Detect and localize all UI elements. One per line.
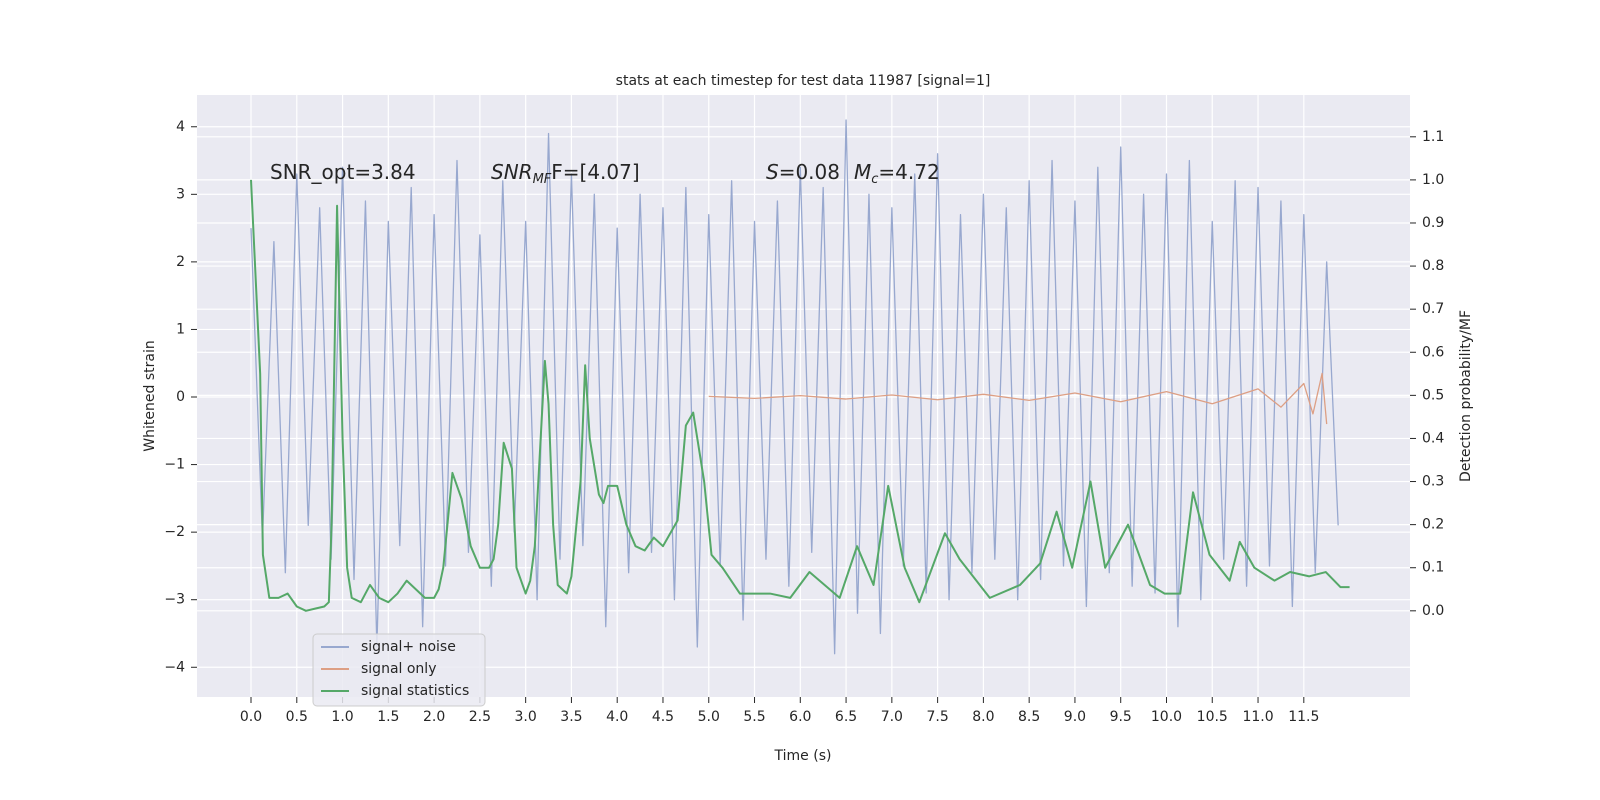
x-tick-label: 6.0 [789, 709, 811, 725]
annotation-part: =4.72 [878, 160, 939, 184]
x-tick-label: 4.5 [652, 709, 674, 725]
overlay: 0.0 0.5 1.0 1.5 2.0 2.5 3.0 3.5 4.0 4.5 5.0 5.5 6.0 6… [164, 119, 1444, 725]
legend-label: signal statistics [361, 683, 469, 699]
x-tick-label: 1.5 [377, 709, 399, 725]
y2-tick-label: 1.0 [1422, 172, 1444, 188]
y-tick-label: 4 [176, 119, 185, 135]
x-tick-label: 6.5 [835, 709, 857, 725]
x-tick-label: 3.5 [560, 709, 582, 725]
x-tick-label: 3.0 [515, 709, 537, 725]
annotation-part: SNR_opt=3.84 [270, 160, 416, 184]
y2-tick-label: 0.0 [1422, 603, 1444, 619]
annotation-part: =0.08 [779, 160, 840, 184]
y-tick-label: −4 [164, 659, 185, 675]
y2-tick-label: 0.6 [1422, 344, 1444, 360]
y-tick-label: −1 [164, 457, 185, 473]
x-tick-label: 4.0 [606, 709, 628, 725]
x-tick-label: 11.5 [1288, 709, 1319, 725]
x-tick-label: 7.0 [881, 709, 903, 725]
annotation-part: c [871, 172, 878, 187]
x-tick-label: 11.0 [1242, 709, 1273, 725]
x-tick-label: 5.0 [698, 709, 720, 725]
marks [250, 119, 1350, 655]
x-tick-label: 0.5 [286, 709, 308, 725]
annotation: SNRMFF=[4.07] [491, 160, 640, 187]
y2-tick-label: 0.4 [1422, 430, 1444, 446]
y-tick-label: 1 [176, 321, 185, 337]
y2-tick-label: 0.5 [1422, 387, 1444, 403]
series-line [250, 119, 1339, 655]
y-tick-label: −2 [164, 524, 185, 540]
legend-label: signal+ noise [361, 639, 456, 655]
y-axis-label: Whitened strain [142, 340, 158, 451]
series-line [250, 179, 1350, 612]
x-tick-label: 10.0 [1151, 709, 1182, 725]
legend-box [312, 633, 486, 707]
y2-tick-label: 0.8 [1422, 258, 1444, 274]
y-tick-label: 3 [176, 186, 185, 202]
annotation: S=0.08 Mc=4.72 [766, 160, 940, 187]
legend-label: signal only [361, 661, 436, 677]
annotation-part: M [854, 160, 871, 184]
y2-tick-label: 0.9 [1422, 215, 1444, 231]
x-tick-label: 8.5 [1018, 709, 1040, 725]
y2-tick-label: 0.7 [1422, 301, 1444, 317]
y2-tick-label: 0.2 [1422, 517, 1444, 533]
x-tick-label: 1.0 [331, 709, 353, 725]
x-tick-label: 10.5 [1197, 709, 1228, 725]
series-line [708, 372, 1328, 425]
x-tick-label: 7.5 [926, 709, 948, 725]
grid [197, 95, 1410, 697]
x-tick-label: 2.5 [469, 709, 491, 725]
annotation-part: SNR [491, 160, 533, 184]
x-tick-label: 0.0 [240, 709, 262, 725]
y-tick-label: −3 [164, 592, 185, 608]
annotation-part: MF [533, 172, 552, 187]
annotation-part: F=[4.07] [551, 160, 639, 184]
y2-tick-label: 1.1 [1422, 129, 1444, 145]
x-tick-label: 9.5 [1110, 709, 1132, 725]
y-tick-label: 2 [176, 254, 185, 270]
y2-axis-label: Detection probability/MF [1458, 310, 1474, 482]
x-tick-label: 5.5 [743, 709, 765, 725]
x-tick-label: 9.0 [1064, 709, 1086, 725]
annotation-part: S [766, 160, 779, 184]
chart-title: stats at each timestep for test data 119… [616, 73, 991, 89]
annotation: SNR_opt=3.84 [270, 160, 416, 184]
x-tick-label: 8.0 [972, 709, 994, 725]
y-tick-label: 0 [176, 389, 185, 405]
y2-tick-label: 0.1 [1422, 560, 1444, 576]
x-tick-label: 2.0 [423, 709, 445, 725]
x-axis-label: Time (s) [774, 748, 832, 764]
y2-tick-label: 0.3 [1422, 474, 1444, 490]
